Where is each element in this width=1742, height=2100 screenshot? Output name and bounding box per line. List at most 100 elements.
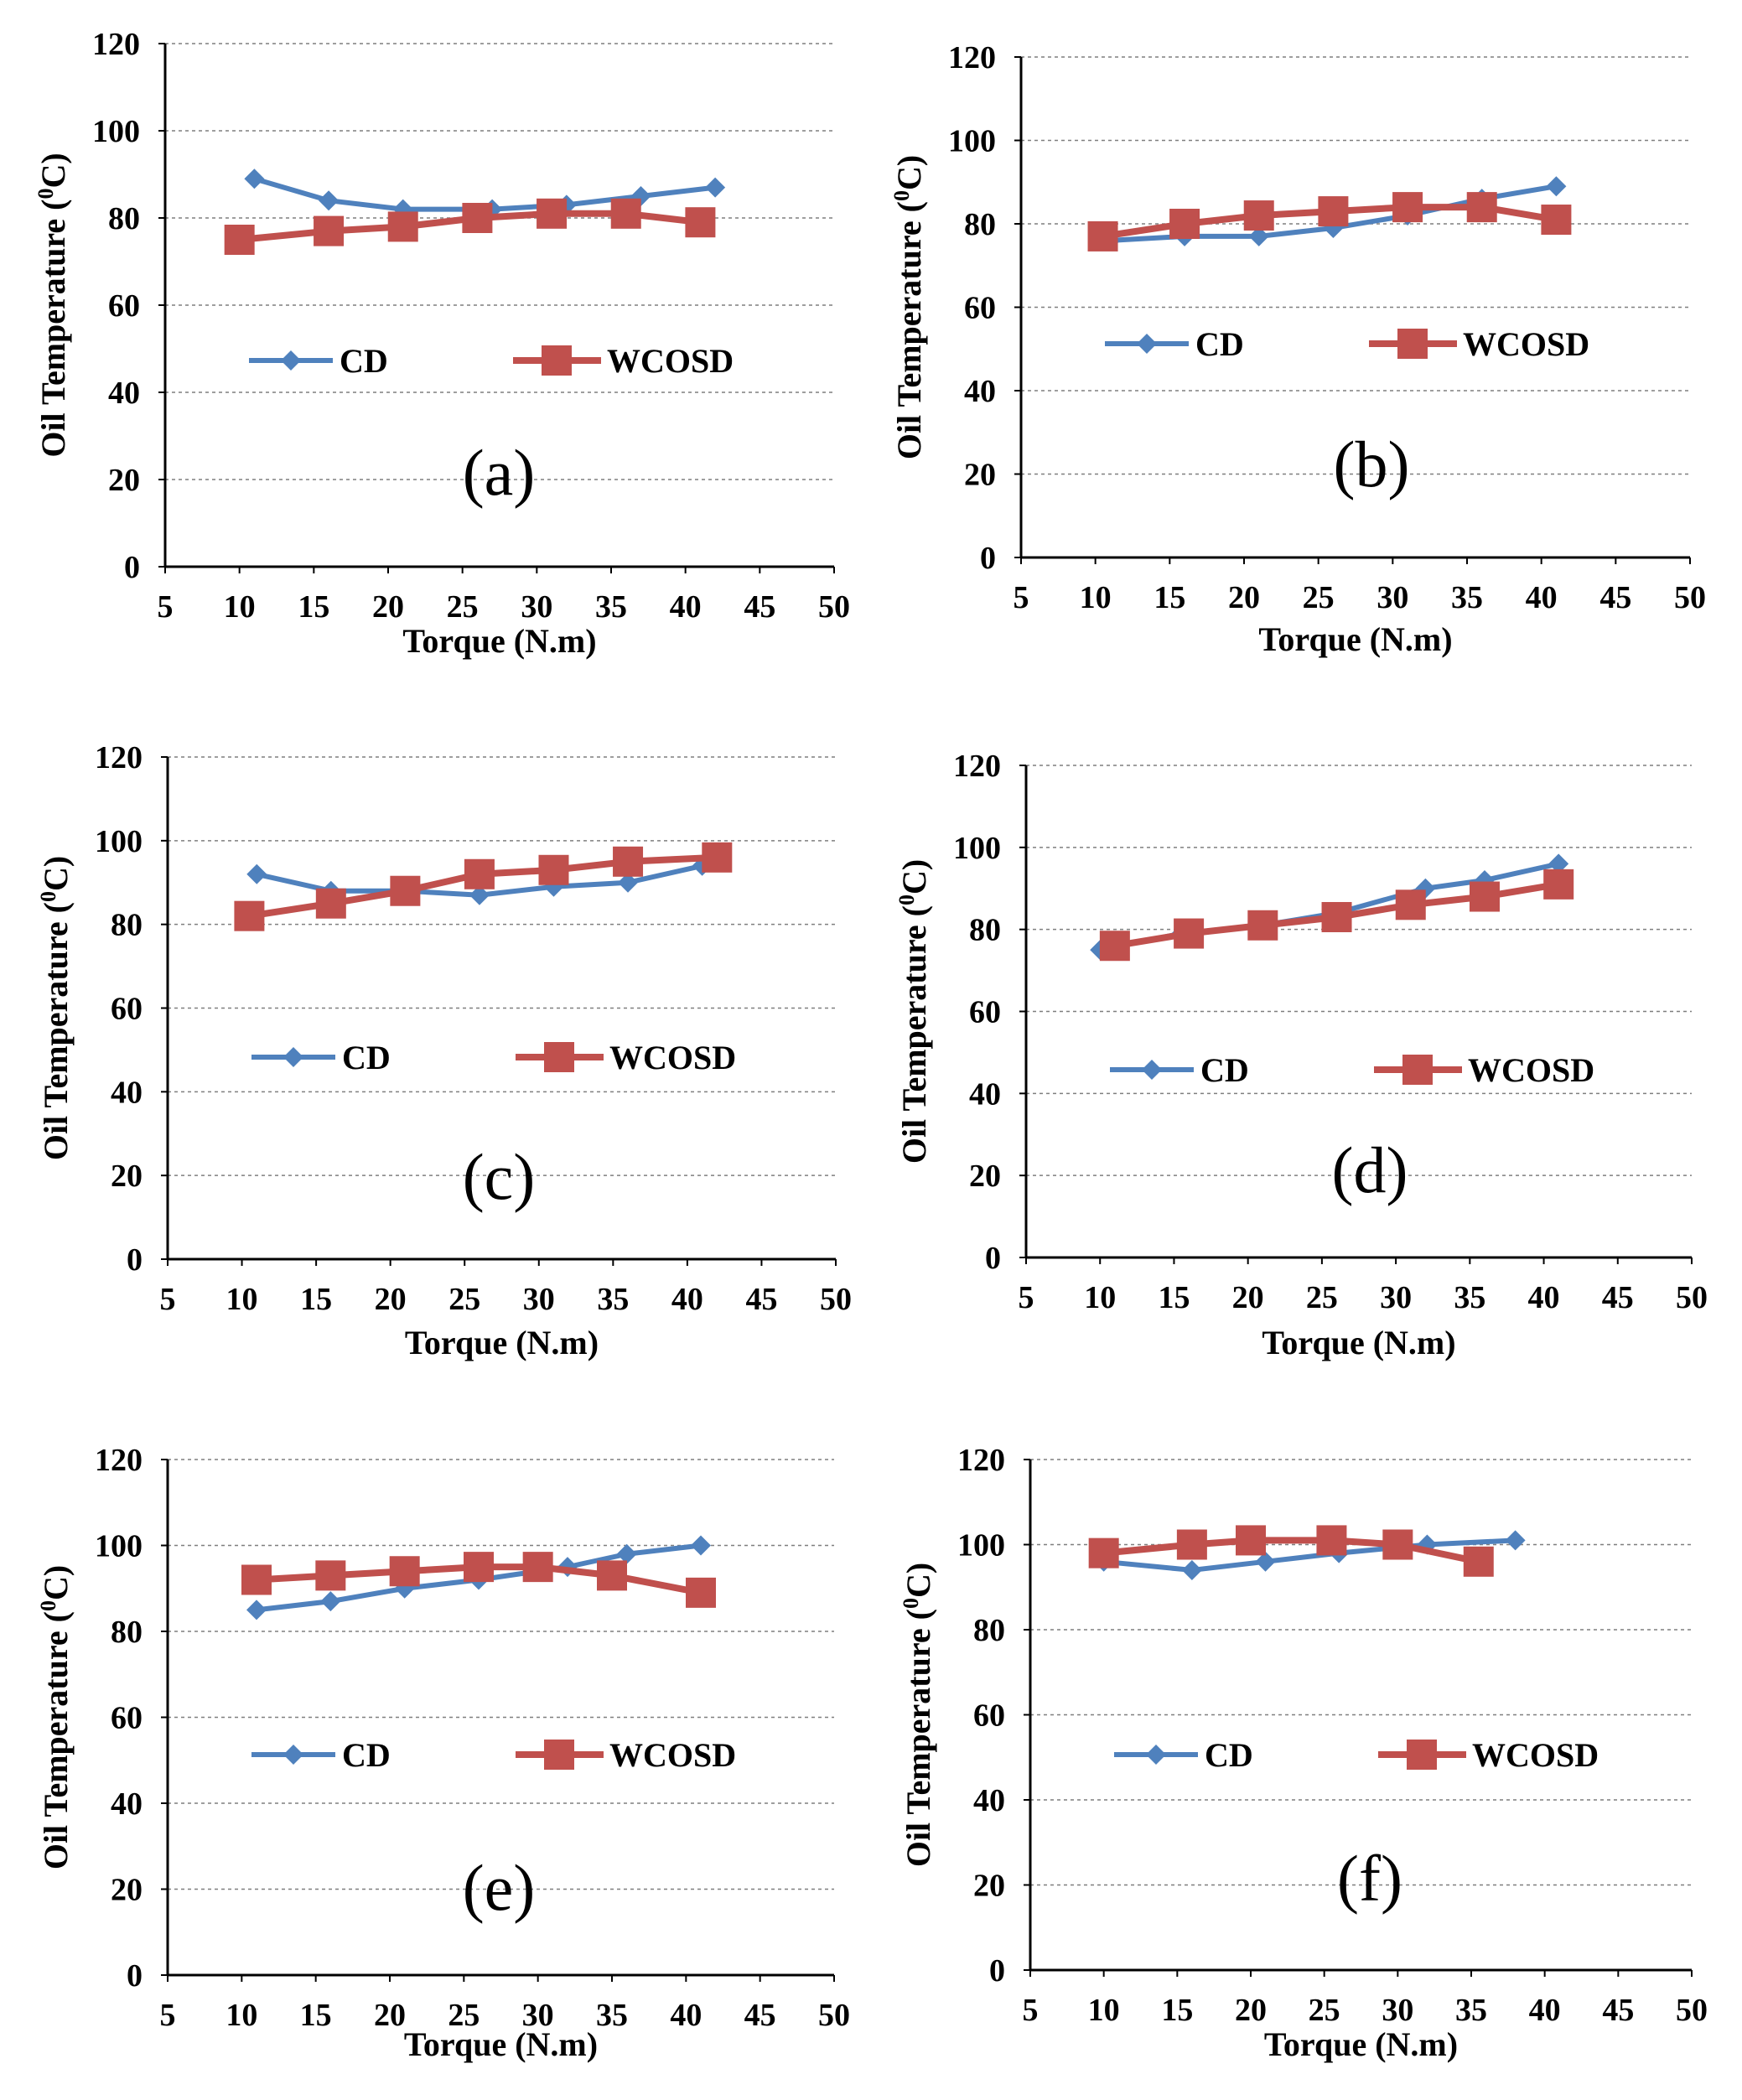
wcosd-point (1087, 220, 1118, 251)
x-tick-label: 10 (1084, 1280, 1116, 1315)
wcosd-point (537, 198, 568, 229)
y-tick-label: 80 (111, 908, 143, 943)
x-tick-label: 40 (1529, 1993, 1561, 2028)
panel-label: (d) (1332, 1133, 1408, 1206)
panel-label: (c) (463, 1140, 536, 1213)
x-tick-label: 20 (374, 1998, 406, 2033)
x-tick-label: 45 (744, 589, 775, 625)
wcosd-point (1316, 1525, 1347, 1556)
y-tick-label: 0 (980, 541, 996, 576)
x-tick-label: 25 (1303, 580, 1335, 615)
x-tick-label: 15 (298, 589, 329, 625)
x-tick-label: 20 (1228, 580, 1260, 615)
wcosd-point (315, 888, 346, 919)
cd-point (705, 177, 726, 198)
wcosd-point (224, 225, 255, 255)
x-tick-label: 50 (1676, 1280, 1708, 1315)
wcosd-point (522, 1552, 553, 1583)
x-tick-label: 50 (1676, 1993, 1708, 2028)
cd-point (1181, 1559, 1202, 1580)
y-tick-label: 100 (948, 124, 996, 159)
x-tick-label: 40 (670, 1998, 702, 2033)
wcosd-point (1088, 1537, 1119, 1569)
x-tick-label: 20 (1235, 1993, 1267, 2028)
y-tick-label: 20 (964, 458, 996, 493)
x-axis-title: Torque (N.m) (402, 622, 596, 660)
legend-label-cd: CD (340, 342, 388, 380)
x-tick-label: 40 (1528, 1280, 1560, 1315)
x-tick-label: 15 (300, 1998, 332, 2033)
y-axis-title: Oil Temperature (0C) (36, 856, 75, 1160)
wcosd-point (1247, 910, 1278, 941)
wcosd-point (610, 198, 641, 229)
x-tick-label: 15 (1154, 580, 1185, 615)
y-axis-title: Oil Temperature (0C) (34, 153, 73, 457)
cd-point (244, 169, 265, 189)
y-tick-label: 120 (948, 40, 996, 75)
x-tick-label: 30 (522, 1998, 554, 2033)
legend-marker-wcosd (544, 1740, 574, 1770)
legend-label-wcosd: WCOSD (1468, 1051, 1594, 1089)
y-axis-title: Oil Temperature (0C) (899, 1563, 938, 1867)
wcosd-point (314, 215, 345, 246)
x-tick-label: 35 (1455, 1993, 1487, 2028)
x-tick-label: 35 (1454, 1280, 1485, 1315)
x-tick-label: 35 (596, 1998, 628, 2033)
x-tick-label: 25 (447, 589, 479, 625)
x-tick-label: 50 (818, 589, 850, 625)
x-tick-label: 20 (1232, 1280, 1264, 1315)
y-tick-label: 60 (973, 1698, 1005, 1734)
cd-point (1248, 226, 1269, 246)
wcosd-point (464, 858, 495, 889)
wcosd-point (1099, 931, 1130, 962)
x-tick-label: 45 (744, 1998, 776, 2033)
x-tick-label: 10 (1088, 1993, 1120, 2028)
x-tick-label: 50 (820, 1282, 852, 1317)
y-axis-title: Oil Temperature (0C) (36, 1565, 75, 1869)
y-tick-label: 60 (111, 1701, 143, 1736)
x-tick-label: 40 (671, 1282, 703, 1317)
legend-marker-cd (281, 350, 301, 371)
cd-point (1548, 853, 1569, 874)
y-tick-label: 0 (985, 1241, 1001, 1276)
wcosd-point (538, 854, 569, 885)
legend-marker-cd (283, 1745, 303, 1765)
wcosd-point (685, 207, 716, 238)
x-tick-label: 35 (597, 1282, 629, 1317)
chart-panel-f: 0 20 40 60 80 100 120 5 10 15 20 25 30 35 40 45 50 Torque… (899, 1443, 1708, 2063)
x-tick-label: 50 (1674, 580, 1706, 615)
y-tick-label: 40 (108, 376, 140, 411)
x-tick-label: 5 (1019, 1280, 1034, 1315)
cd-point (246, 1600, 267, 1620)
legend-marker-wcosd (542, 345, 572, 376)
y-tick-label: 20 (111, 1159, 143, 1194)
cd-point (1505, 1530, 1526, 1551)
x-tick-label: 45 (1602, 1280, 1634, 1315)
legend-label-wcosd: WCOSD (1472, 1736, 1599, 1774)
x-tick-label: 25 (1309, 1993, 1340, 2028)
legend-marker-cd (1142, 1060, 1162, 1080)
x-tick-label: 5 (160, 1998, 176, 2033)
wcosd-point (241, 1564, 272, 1595)
cd-point (246, 863, 267, 884)
cd-point (616, 1543, 637, 1564)
y-tick-label: 40 (111, 1786, 143, 1822)
legend-marker-cd (1137, 334, 1157, 354)
wcosd-point (315, 1560, 346, 1591)
y-tick-label: 120 (92, 27, 140, 62)
legend-marker-wcosd (1402, 1055, 1433, 1085)
x-axis-title: Torque (N.m) (1264, 2025, 1458, 2063)
y-tick-label: 40 (973, 1783, 1005, 1818)
x-tick-label: 30 (1380, 1280, 1412, 1315)
y-tick-label: 0 (124, 550, 140, 585)
x-tick-label: 15 (300, 1282, 332, 1317)
wcosd-point (1243, 200, 1274, 231)
y-tick-label: 80 (969, 913, 1001, 948)
cd-point (320, 1591, 341, 1612)
y-tick-label: 20 (969, 1159, 1001, 1194)
x-tick-label: 30 (523, 1282, 555, 1317)
y-tick-label: 80 (111, 1615, 143, 1650)
x-axis-title: Torque (N.m) (1258, 620, 1452, 658)
y-tick-label: 60 (108, 288, 140, 324)
panel-label: (b) (1334, 428, 1410, 500)
